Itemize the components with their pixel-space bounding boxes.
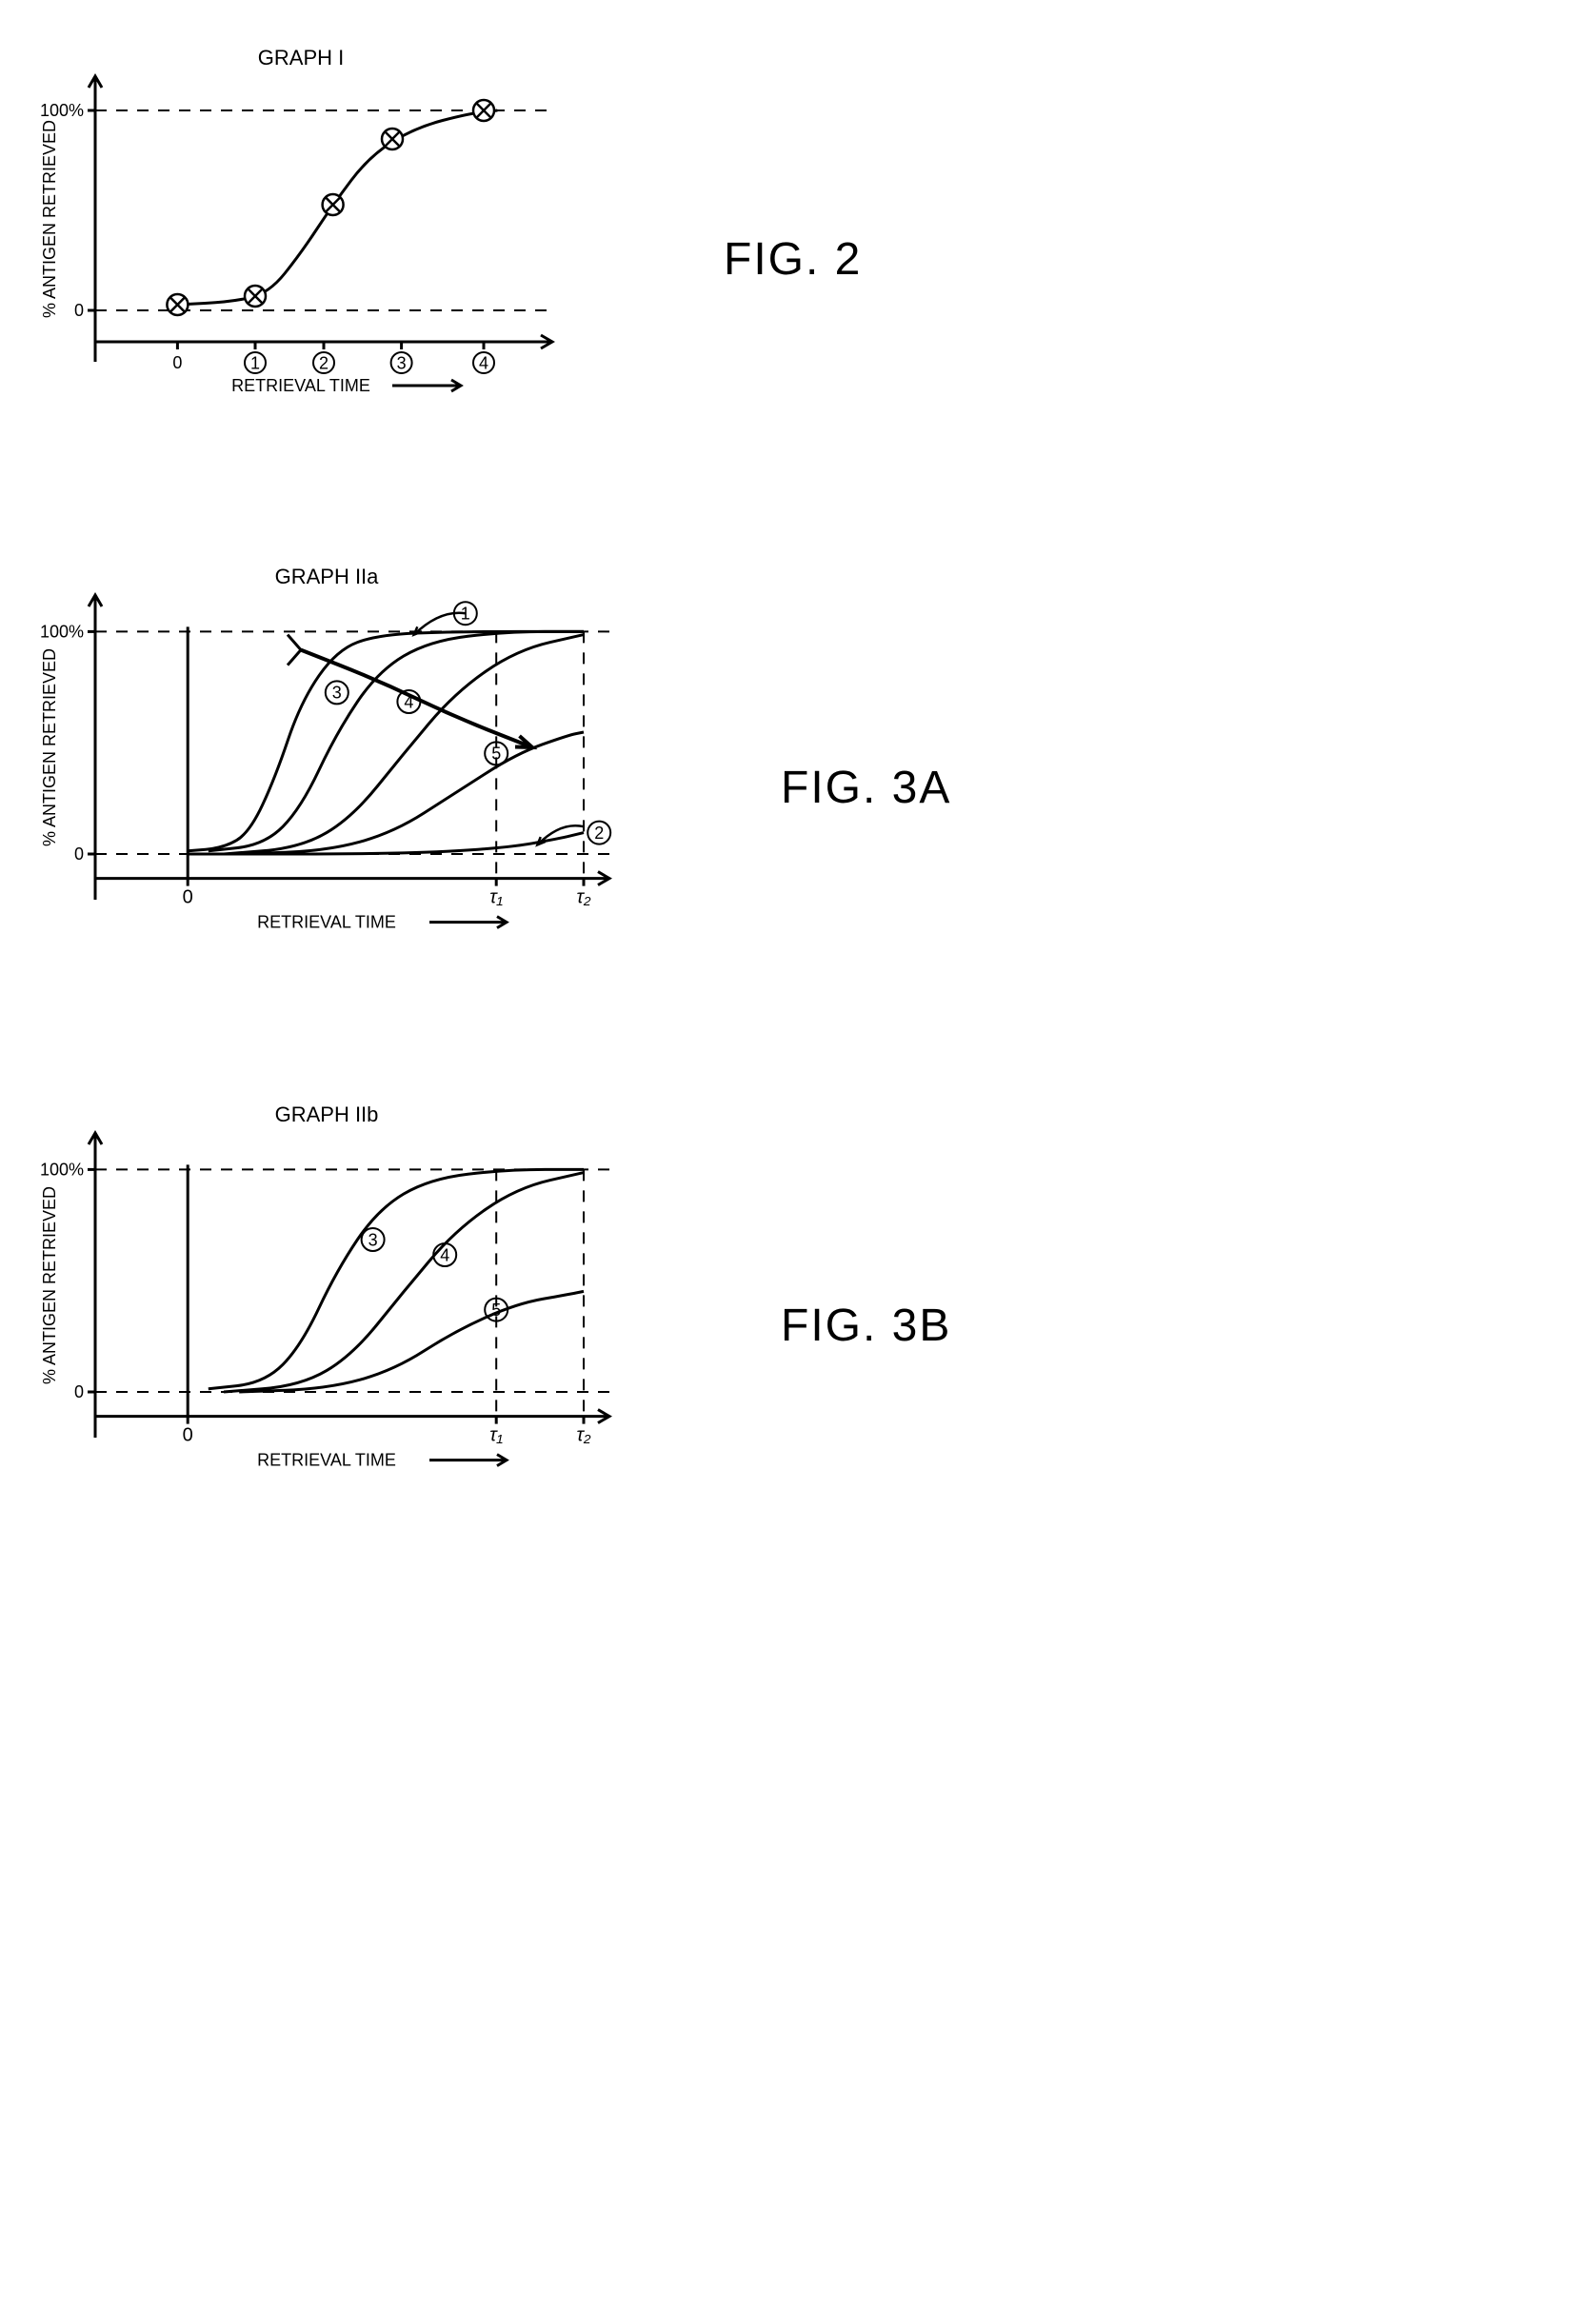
figure-3a-row: GRAPH IIa 0 100% % ANTIGEN RETRIEVED RETRIEV… bbox=[38, 557, 1535, 1019]
figure-3b-label: FIG. 3B bbox=[705, 1300, 1535, 1352]
svg-text:1: 1 bbox=[250, 353, 260, 372]
figure-3a-label: FIG. 3A bbox=[705, 762, 1535, 814]
svg-text:GRAPH IIb: GRAPH IIb bbox=[275, 1102, 379, 1126]
svg-text:% ANTIGEN RETRIEVED: % ANTIGEN RETRIEVED bbox=[40, 648, 59, 846]
figure-3b-row: GRAPH IIb 0 100% % ANTIGEN RETRIEVED RETRIEV… bbox=[38, 1095, 1535, 1557]
svg-text:2: 2 bbox=[594, 824, 604, 843]
figure-2-chart: GRAPH I 0 100%% ANTIGEN RETRIEVED RETRIEVAL… bbox=[38, 38, 647, 481]
svg-text:3: 3 bbox=[368, 1230, 378, 1249]
svg-text:100%: 100% bbox=[40, 1160, 84, 1179]
svg-text:τ₁: τ₁ bbox=[489, 1425, 503, 1446]
svg-text:RETRIEVAL TIME: RETRIEVAL TIME bbox=[231, 376, 370, 395]
svg-text:RETRIEVAL TIME: RETRIEVAL TIME bbox=[257, 913, 396, 932]
svg-text:5: 5 bbox=[491, 1301, 501, 1320]
svg-text:0: 0 bbox=[172, 353, 182, 372]
figure-3b-chart: GRAPH IIb 0 100% % ANTIGEN RETRIEVED RETRIEV… bbox=[38, 1095, 705, 1557]
svg-text:τ₂: τ₂ bbox=[576, 887, 590, 908]
svg-text:GRAPH I: GRAPH I bbox=[258, 46, 344, 70]
svg-text:100%: 100% bbox=[40, 101, 84, 120]
svg-text:3: 3 bbox=[332, 684, 342, 703]
svg-text:3: 3 bbox=[397, 353, 407, 372]
figure-2-row: GRAPH I 0 100%% ANTIGEN RETRIEVED RETRIEVAL… bbox=[38, 38, 1535, 481]
figure-2-label: FIG. 2 bbox=[647, 233, 1535, 286]
svg-text:τ₂: τ₂ bbox=[576, 1425, 590, 1446]
svg-text:0: 0 bbox=[74, 301, 84, 320]
svg-text:RETRIEVAL TIME: RETRIEVAL TIME bbox=[257, 1451, 396, 1470]
svg-text:2: 2 bbox=[319, 353, 329, 372]
svg-text:4: 4 bbox=[479, 353, 488, 372]
svg-text:GRAPH IIa: GRAPH IIa bbox=[275, 565, 380, 588]
svg-text:0: 0 bbox=[183, 1425, 193, 1446]
svg-text:0: 0 bbox=[183, 887, 193, 908]
svg-text:5: 5 bbox=[491, 745, 501, 764]
svg-text:% ANTIGEN RETRIEVED: % ANTIGEN RETRIEVED bbox=[40, 120, 59, 318]
figure-3a-chart: GRAPH IIa 0 100% % ANTIGEN RETRIEVED RETRIEV… bbox=[38, 557, 705, 1019]
svg-text:% ANTIGEN RETRIEVED: % ANTIGEN RETRIEVED bbox=[40, 1186, 59, 1384]
svg-text:τ₁: τ₁ bbox=[489, 887, 503, 908]
svg-text:0: 0 bbox=[74, 1382, 84, 1401]
svg-text:0: 0 bbox=[74, 844, 84, 864]
graph-iia-svg: GRAPH IIa 0 100% % ANTIGEN RETRIEVED RETRIEV… bbox=[38, 557, 705, 1014]
svg-text:100%: 100% bbox=[40, 622, 84, 641]
graph-iib-svg: GRAPH IIb 0 100% % ANTIGEN RETRIEVED RETRIEV… bbox=[38, 1095, 705, 1552]
svg-text:4: 4 bbox=[440, 1245, 449, 1264]
graph-i-svg: GRAPH I 0 100%% ANTIGEN RETRIEVED RETRIEVAL… bbox=[38, 38, 647, 476]
